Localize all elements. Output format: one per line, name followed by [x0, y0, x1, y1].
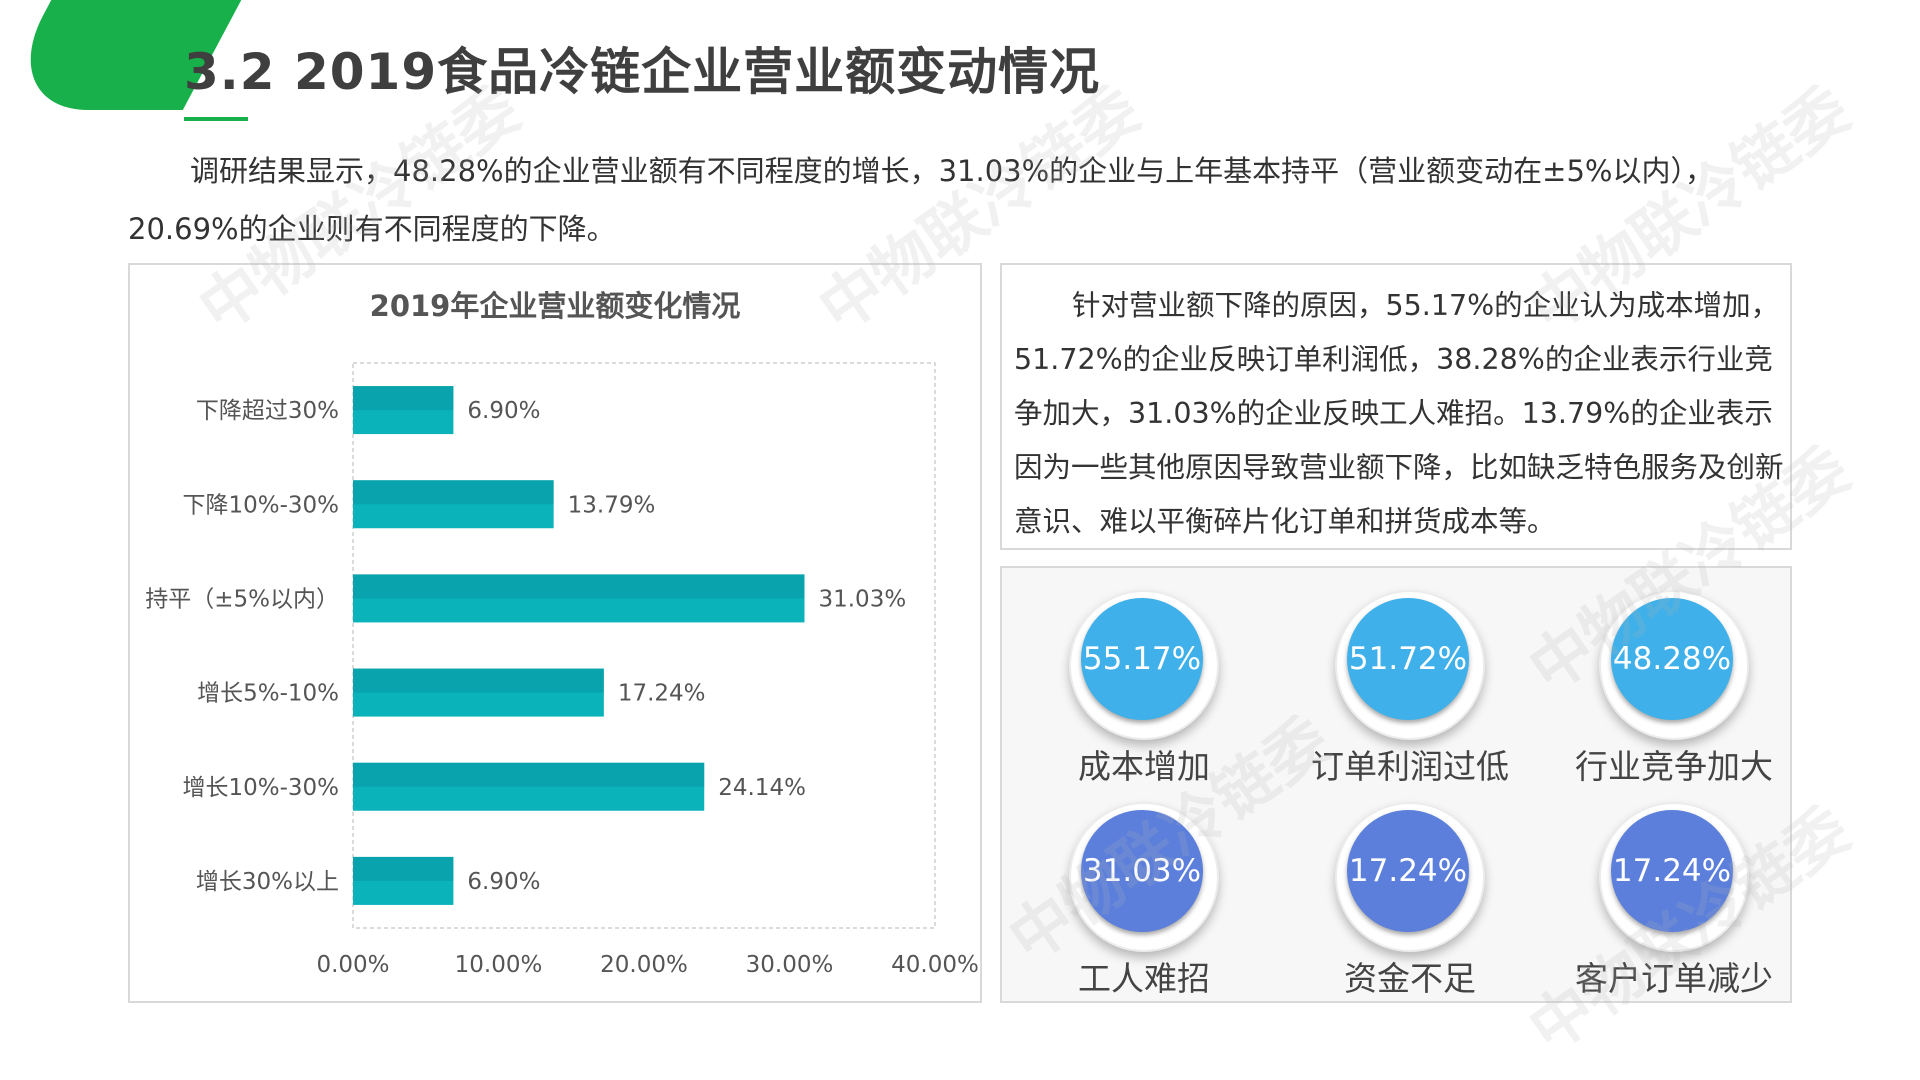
title-underline	[184, 117, 248, 121]
stat-label: 成本增加	[1078, 747, 1210, 786]
stat-item: 51.72% 订单利润过低	[1290, 590, 1530, 788]
category-label: 下降超过30%	[196, 398, 339, 424]
stat-value: 17.24%	[1611, 810, 1733, 932]
bar-shade	[353, 574, 805, 599]
stat-bubble: 48.28%	[1599, 590, 1749, 740]
x-tick-label: 30.00%	[746, 952, 834, 978]
stat-value: 55.17%	[1081, 598, 1203, 720]
bar-shade	[353, 668, 604, 693]
x-tick-label: 0.00%	[316, 952, 389, 978]
bar-chart: 下降超过30% 6.90% 下降10%-30% 13.79% 持平（±5%以内） 31.0…	[145, 362, 979, 978]
data-label: 24.14%	[718, 775, 806, 801]
data-label: 17.24%	[618, 681, 706, 707]
bar-shade	[353, 856, 454, 881]
reasons-panel: 针对营业额下降的原因，55.17%的企业认为成本增加，51.72%的企业反映订单…	[1000, 263, 1792, 550]
stat-bubble: 17.24%	[1335, 802, 1485, 952]
stat-value: 17.24%	[1347, 810, 1469, 932]
chart-title: 2019年企业营业额变化情况	[369, 289, 741, 323]
stat-label: 客户订单减少	[1575, 959, 1773, 998]
bar-shade	[353, 762, 705, 787]
stat-item: 17.24% 客户订单减少	[1554, 802, 1794, 1000]
stat-label: 工人难招	[1078, 959, 1210, 998]
category-label: 增长10%-30%	[182, 775, 339, 801]
stat-bubble: 31.03%	[1069, 802, 1219, 952]
stat-item: 55.17% 成本增加	[1024, 590, 1264, 788]
stat-label: 订单利润过低	[1311, 747, 1509, 786]
stat-bubble: 55.17%	[1069, 590, 1219, 740]
stat-label: 资金不足	[1344, 959, 1476, 998]
chart-panel: 2019年企业营业额变化情况 下降超过30% 6.90% 下降10%-30% 13.7…	[128, 263, 982, 1003]
stats-panel: 55.17% 成本增加 51.72% 订单利润过低 48.28% 行业竞争加大 …	[1000, 566, 1792, 1003]
stat-bubble: 51.72%	[1335, 590, 1485, 740]
category-label: 下降10%-30%	[182, 492, 339, 518]
stat-bubble: 17.24%	[1599, 802, 1749, 952]
stat-item: 31.03% 工人难招	[1024, 802, 1264, 1000]
data-label: 13.79%	[568, 492, 656, 518]
stat-value: 51.72%	[1347, 598, 1469, 720]
stat-item: 17.24% 资金不足	[1290, 802, 1530, 1000]
bar-shade	[353, 480, 554, 505]
x-tick-label: 40.00%	[891, 952, 979, 978]
data-label: 31.03%	[818, 586, 906, 612]
category-label: 持平（±5%以内）	[145, 586, 339, 612]
page-title: 3.2 2019食品冷链企业营业额变动情况	[184, 43, 1101, 101]
reasons-paragraph: 针对营业额下降的原因，55.17%的企业认为成本增加，51.72%的企业反映订单…	[1014, 289, 1784, 538]
stat-item: 48.28% 行业竞争加大	[1554, 590, 1794, 788]
stat-value: 31.03%	[1081, 810, 1203, 932]
x-tick-label: 20.00%	[600, 952, 688, 978]
category-label: 增长5%-10%	[197, 681, 339, 707]
intro-paragraph: 调研结果显示，48.28%的企业营业额有不同程度的增长，31.03%的企业与上年…	[128, 154, 1714, 246]
stat-label: 行业竞争加大	[1575, 747, 1773, 786]
data-label: 6.90%	[467, 398, 540, 424]
plot-area-border	[352, 362, 936, 929]
data-label: 6.90%	[467, 869, 540, 895]
bar-shade	[353, 386, 454, 411]
x-tick-label: 10.00%	[455, 952, 543, 978]
category-label: 增长30%以上	[196, 869, 339, 895]
stat-value: 48.28%	[1611, 598, 1733, 720]
